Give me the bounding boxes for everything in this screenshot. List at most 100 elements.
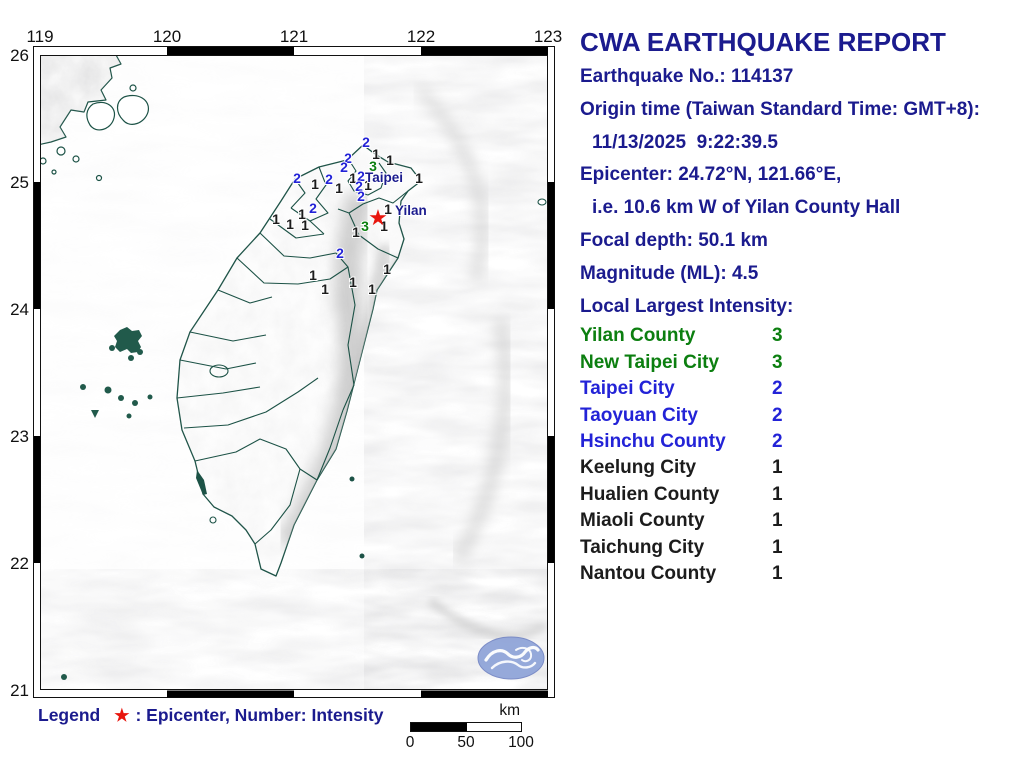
scale-bar-filled bbox=[411, 723, 467, 731]
intensity-number: 1 bbox=[286, 216, 294, 232]
report-line-1: Origin time (Taiwan Standard Time: GMT+8… bbox=[580, 98, 980, 120]
report-title: CWA EARTHQUAKE REPORT bbox=[580, 27, 946, 57]
report-line-4: i.e. 10.6 km W of Yilan County Hall bbox=[592, 197, 901, 219]
region-name: Hsinchu County bbox=[580, 431, 726, 452]
region-intensity: 3 bbox=[772, 325, 783, 347]
intensity-number: 1 bbox=[383, 261, 391, 277]
offshore-islets bbox=[61, 198, 547, 680]
report-panel: CWA EARTHQUAKE REPORT Earthquake No.: 11… bbox=[580, 27, 1020, 587]
y-tick-label: 26 bbox=[10, 46, 29, 65]
scale-ticks: 0 50 100 bbox=[406, 734, 534, 752]
intensity-number: 2 bbox=[362, 134, 370, 150]
intensity-number: 1 bbox=[364, 177, 372, 193]
intensity-number: 3 bbox=[369, 158, 377, 174]
intensity-number: 1 bbox=[386, 152, 394, 168]
y-tick-label: 21 bbox=[10, 681, 29, 700]
region-name: Hualien County bbox=[580, 483, 720, 505]
x-tick-label: 121 bbox=[279, 27, 309, 46]
intensity-number: 2 bbox=[344, 150, 352, 166]
intensity-number: 2 bbox=[340, 159, 348, 175]
intensity-row: Yilan County 3 bbox=[580, 323, 1020, 349]
region-name: Keelung City bbox=[580, 457, 697, 479]
region-intensity: 3 bbox=[772, 351, 783, 373]
intensity-number: 1 bbox=[380, 218, 388, 234]
x-tick-label: 122 bbox=[406, 27, 436, 46]
region-name: Nantou County bbox=[580, 563, 717, 585]
intensity-row: Nantou County 1 bbox=[580, 561, 1020, 587]
region-name: Taichung City bbox=[580, 536, 705, 558]
penghu-islands bbox=[80, 327, 153, 419]
intensity-number: 2 bbox=[309, 200, 317, 216]
intensity-number: 2 bbox=[355, 178, 363, 194]
legend-label: Legend bbox=[38, 705, 101, 725]
region-intensity: 1 bbox=[772, 536, 783, 558]
region-name: Taoyuan City bbox=[580, 404, 698, 426]
intensity-row: Taichung City 1 bbox=[580, 535, 1020, 561]
region-intensity: 1 bbox=[772, 563, 783, 585]
map-frame bbox=[33, 46, 555, 698]
map-legend: Legend ★ : Epicenter, Number: Intensity bbox=[38, 705, 383, 726]
intensity-number: 2 bbox=[357, 188, 365, 204]
intensity-number: 1 bbox=[349, 274, 357, 290]
region-intensity: 1 bbox=[772, 510, 783, 532]
scale-bar: km 0 50 100 bbox=[406, 702, 534, 752]
intensity-row: Taoyuan City 2 bbox=[580, 403, 1020, 429]
region-name: Taipei City bbox=[580, 378, 675, 400]
legend-text: : Epicenter, Number: Intensity bbox=[135, 705, 384, 725]
report-line-7: Local Largest Intensity: bbox=[580, 295, 794, 317]
report-line-3: Epicenter: 24.72°N, 121.66°E, bbox=[580, 164, 842, 186]
intensity-number: 2 bbox=[325, 171, 333, 187]
intensity-row: Hsinchu County 2 bbox=[580, 429, 1020, 455]
county-boundaries bbox=[176, 159, 409, 545]
intensity-number: 1 bbox=[335, 180, 343, 196]
intensity-row: Miaoli County 1 bbox=[580, 508, 1020, 534]
intensity-number: 2 bbox=[336, 245, 344, 261]
intensity-number: 1 bbox=[298, 206, 306, 222]
intensity-number: 2 bbox=[357, 168, 365, 184]
y-tick-label: 25 bbox=[10, 173, 29, 192]
intensity-number: 1 bbox=[321, 281, 329, 297]
report-line-6: Magnitude (ML): 4.5 bbox=[580, 262, 759, 284]
epicenter-star-icon: ★ bbox=[114, 706, 130, 725]
intensity-number: 1 bbox=[272, 211, 280, 227]
intensity-number: 1 bbox=[415, 170, 423, 186]
x-tick-label: 120 bbox=[152, 27, 182, 46]
intensity-number: 3 bbox=[361, 218, 369, 234]
intensity-number: 1 bbox=[301, 217, 309, 233]
y-tick-label: 24 bbox=[10, 300, 29, 319]
report-details: Earthquake No.: 114137 Origin time (Taiwa… bbox=[580, 61, 1020, 323]
report-line-5: Focal depth: 50.1 km bbox=[580, 229, 768, 251]
x-tick-label: 119 bbox=[26, 27, 54, 46]
intensity-number: 1 bbox=[309, 267, 317, 283]
intensity-table: Yilan County 3 New Taipei City 3 Taipei City… bbox=[580, 323, 1020, 587]
scale-tick-label: 0 bbox=[405, 734, 415, 751]
region-intensity: 2 bbox=[772, 378, 783, 400]
y-tick-label: 23 bbox=[10, 427, 29, 446]
intensity-row: New Taipei City 3 bbox=[580, 350, 1020, 376]
intensity-number: 1 bbox=[349, 170, 357, 186]
intensity-number: 1 bbox=[372, 146, 380, 162]
scale-bar-rule bbox=[410, 722, 522, 732]
intensity-number: 1 bbox=[384, 201, 392, 217]
region-intensity: 2 bbox=[772, 404, 783, 426]
epicenter-star: ★ bbox=[368, 205, 388, 230]
intensity-row: Taipei City 2 bbox=[580, 376, 1020, 402]
region-intensity: 2 bbox=[772, 431, 783, 452]
intensity-number: 2 bbox=[293, 170, 301, 186]
scale-tick-label: 100 bbox=[508, 734, 534, 751]
intensity-number: 1 bbox=[311, 176, 319, 192]
region-intensity: 1 bbox=[772, 483, 783, 505]
report-line-2: 11/13/2025 9:22:39.5 bbox=[592, 131, 778, 153]
intensity-row: Hualien County 1 bbox=[580, 482, 1020, 508]
city-label-yilan: Yilan bbox=[395, 203, 427, 218]
scale-tick-label: 50 bbox=[457, 734, 475, 751]
matsu-islands bbox=[40, 84, 150, 182]
intensity-number: 1 bbox=[352, 224, 360, 240]
y-tick-label: 22 bbox=[10, 554, 29, 573]
region-name: Yilan County bbox=[580, 325, 696, 347]
region-name: New Taipei City bbox=[580, 351, 720, 373]
